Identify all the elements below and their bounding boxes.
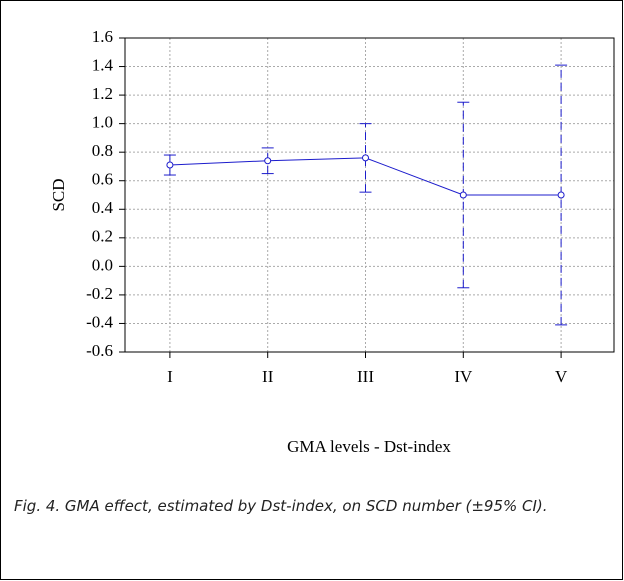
y-tick-label: 1.2: [92, 84, 113, 103]
x-tick-label: IV: [454, 367, 473, 386]
point: [166, 161, 174, 169]
y-tick-label: 1.6: [92, 27, 113, 46]
point: [459, 191, 467, 199]
y-tick-label: 0.4: [92, 198, 114, 217]
y-tick-label: 1.4: [92, 55, 114, 74]
y-tick-label: 0.0: [92, 255, 113, 274]
x-tick-label: I: [167, 367, 173, 386]
point: [264, 157, 272, 165]
y-tick-label: -0.4: [86, 312, 113, 331]
y-tick-label: 1.0: [92, 113, 113, 132]
y-tick-label: 0.8: [92, 141, 113, 160]
x-tick-label: V: [555, 367, 568, 386]
x-axis-label: GMA levels - Dst-index: [287, 437, 451, 456]
x-tick-label: III: [357, 367, 374, 386]
x-tick-label: II: [262, 367, 274, 386]
y-tick-label: 0.6: [92, 170, 113, 189]
plot-border: [124, 37, 615, 353]
point: [557, 191, 565, 199]
y-tick-label: -0.2: [86, 284, 113, 303]
caption: Fig. 4. GMA effect, estimated by Dst-ind…: [14, 497, 548, 515]
point: [362, 154, 369, 162]
y-tick-label: 0.2: [92, 227, 113, 246]
y-tick-label: -0.6: [86, 341, 113, 360]
y-axis-label: SCD: [49, 178, 68, 211]
